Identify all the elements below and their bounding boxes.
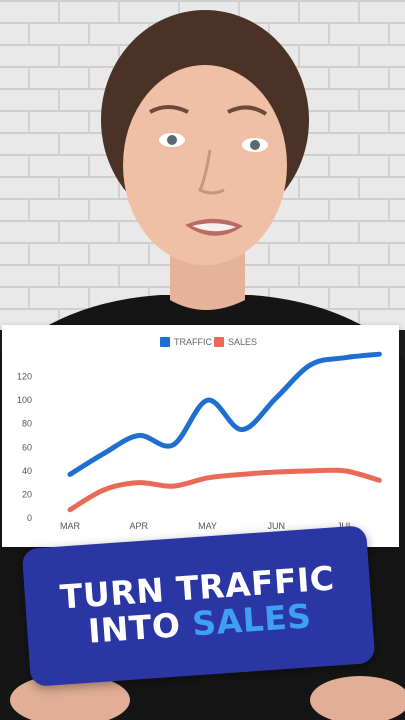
y-tick-label: 80 [22, 419, 32, 429]
presenter-nose [197, 149, 225, 195]
x-tick-label: MAY [198, 521, 217, 531]
y-tick-label: 60 [22, 442, 32, 452]
legend-label: TRAFFIC [174, 337, 212, 347]
line-chart-card: TRAFFIC SALES 0 20 40 60 80 100 120 MAR APR MAY JU… [2, 325, 399, 547]
headline-line-2-prefix: INTO [86, 604, 194, 651]
chart-legend: TRAFFIC SALES [160, 337, 257, 347]
series-line-sales [67, 467, 382, 513]
x-tick-label: APR [129, 521, 148, 531]
x-tick-label: JUN [268, 521, 286, 531]
x-tick-label: MAR [60, 521, 81, 531]
presenter-hand [310, 676, 405, 720]
line-chart: TRAFFIC SALES 0 20 40 60 80 100 120 MAR APR MAY JU… [17, 337, 382, 531]
presenter-eyebrow-left [149, 105, 189, 114]
presenter-face [123, 65, 287, 265]
presenter-eyebrow-right [227, 105, 268, 116]
legend-swatch [214, 337, 224, 347]
series-line-traffic [67, 351, 382, 477]
y-tick-label: 100 [17, 395, 32, 405]
y-tick-label: 0 [27, 513, 32, 523]
headline-banner: TURN TRAFFIC INTO SALES [21, 525, 376, 687]
y-tick-label: 40 [22, 466, 32, 476]
legend-label: SALES [228, 337, 257, 347]
headline-accent-word: SALES [191, 596, 313, 644]
y-tick-label: 120 [17, 372, 32, 382]
legend-swatch [160, 337, 170, 347]
presenter-hand [10, 674, 130, 720]
y-axis: 0 20 40 60 80 100 120 [17, 372, 32, 523]
y-tick-label: 20 [22, 489, 32, 499]
chart-series [67, 351, 382, 513]
